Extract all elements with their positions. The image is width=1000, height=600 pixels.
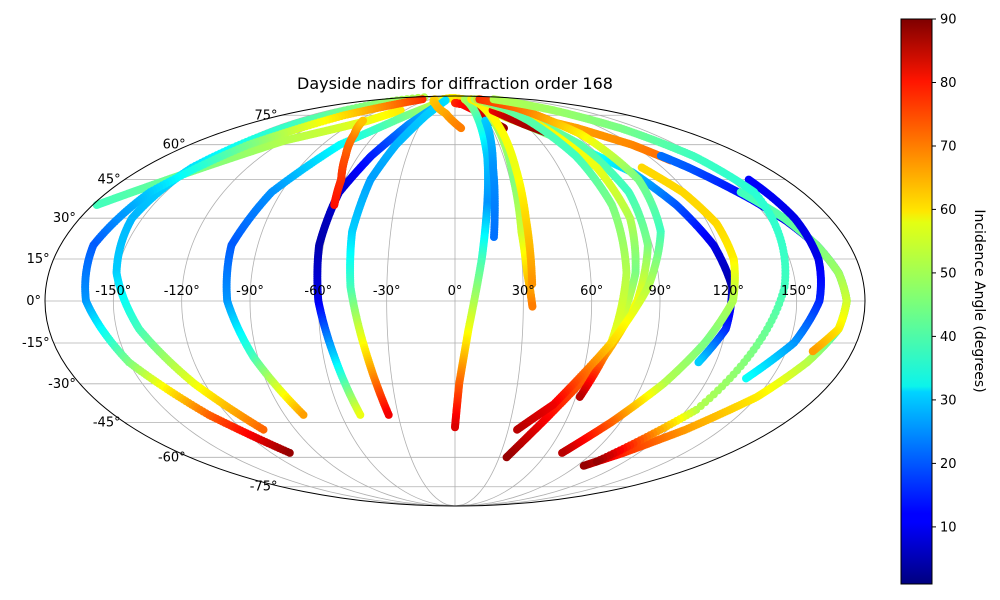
longitude-gridline xyxy=(454,95,593,507)
data-point xyxy=(396,106,405,115)
data-point xyxy=(528,302,537,311)
colorbar-label: Incidence Angle (degrees) xyxy=(971,209,987,392)
latitude-tick-label: -15° xyxy=(22,336,50,351)
longitude-gridline xyxy=(454,95,524,507)
longitude-tick-label: -90° xyxy=(236,284,264,299)
longitude-tick-label: 90° xyxy=(648,284,671,299)
data-point xyxy=(285,448,294,457)
data-point xyxy=(579,461,588,470)
colorbar xyxy=(900,18,933,585)
latitude-tick-label: 30° xyxy=(53,211,76,226)
latitude-tick-label: -30° xyxy=(48,377,76,392)
longitude-tick-label: -120° xyxy=(164,284,200,299)
latitude-tick-label: -75° xyxy=(250,480,278,495)
longitude-tick-labels: -150° -120° -90° -60° -30° 0° 30° 60° 90° 120° 150… xyxy=(95,284,812,299)
longitude-gridline xyxy=(454,95,661,507)
colorbar-ticks: 10 20 30 40 50 60 70 80 90 xyxy=(932,13,957,535)
colorbar-tick-label: 10 xyxy=(940,520,957,535)
longitude-tick-label: -60° xyxy=(304,284,332,299)
latitude-tick-label: -60° xyxy=(158,450,186,465)
data-point xyxy=(558,448,567,457)
data-point xyxy=(259,425,268,434)
latitude-tick-label: 75° xyxy=(254,108,277,123)
longitude-gridline xyxy=(386,95,456,507)
colorbar-tick-label: 90 xyxy=(940,13,957,28)
longitude-tick-label: 0° xyxy=(448,284,463,299)
colorbar-tick-label: 30 xyxy=(940,393,957,408)
latitude-tick-label: 60° xyxy=(163,138,186,153)
longitude-tick-label: 150° xyxy=(781,284,812,299)
longitude-tick-label: -150° xyxy=(95,284,131,299)
colorbar-tick-label: 20 xyxy=(940,457,957,472)
data-point xyxy=(489,233,498,242)
data-point xyxy=(694,358,703,367)
colorbar-tick-label: 40 xyxy=(940,330,957,345)
latitude-tick-label: -45° xyxy=(93,415,121,430)
colorbar-tick-label: 80 xyxy=(940,76,957,91)
data-point xyxy=(808,347,817,356)
data-point xyxy=(592,457,601,466)
data-point xyxy=(356,410,365,419)
data-point xyxy=(299,410,308,419)
chart-title: Dayside nadirs for diffraction order 168 xyxy=(297,74,613,93)
graticule xyxy=(45,95,865,507)
longitude-tick-label: -30° xyxy=(373,284,401,299)
latitude-tick-label: 0° xyxy=(26,294,41,309)
latitude-tick-label: 45° xyxy=(98,173,121,188)
data-point xyxy=(575,392,584,401)
data-point xyxy=(513,425,522,434)
colorbar-tick-label: 50 xyxy=(940,266,957,281)
longitude-tick-label: 60° xyxy=(580,284,603,299)
data-point xyxy=(384,410,393,419)
latitude-tick-labels: 75° 60° 45° 30° 15° 0° -15° -30° -45° -60° -75° xyxy=(22,108,278,494)
latitude-tick-label: 15° xyxy=(27,252,50,267)
longitude-tick-label: 120° xyxy=(713,284,744,299)
data-point xyxy=(451,423,459,432)
data-point xyxy=(359,116,368,125)
data-point xyxy=(742,374,751,383)
colorbar-tick-label: 60 xyxy=(940,203,957,218)
data-point xyxy=(502,453,511,462)
scatter-points xyxy=(81,93,851,470)
colorbar-tick-label: 70 xyxy=(940,140,957,155)
longitude-tick-label: 30° xyxy=(512,284,535,299)
data-point xyxy=(457,124,466,133)
longitude-gridline xyxy=(249,95,456,507)
